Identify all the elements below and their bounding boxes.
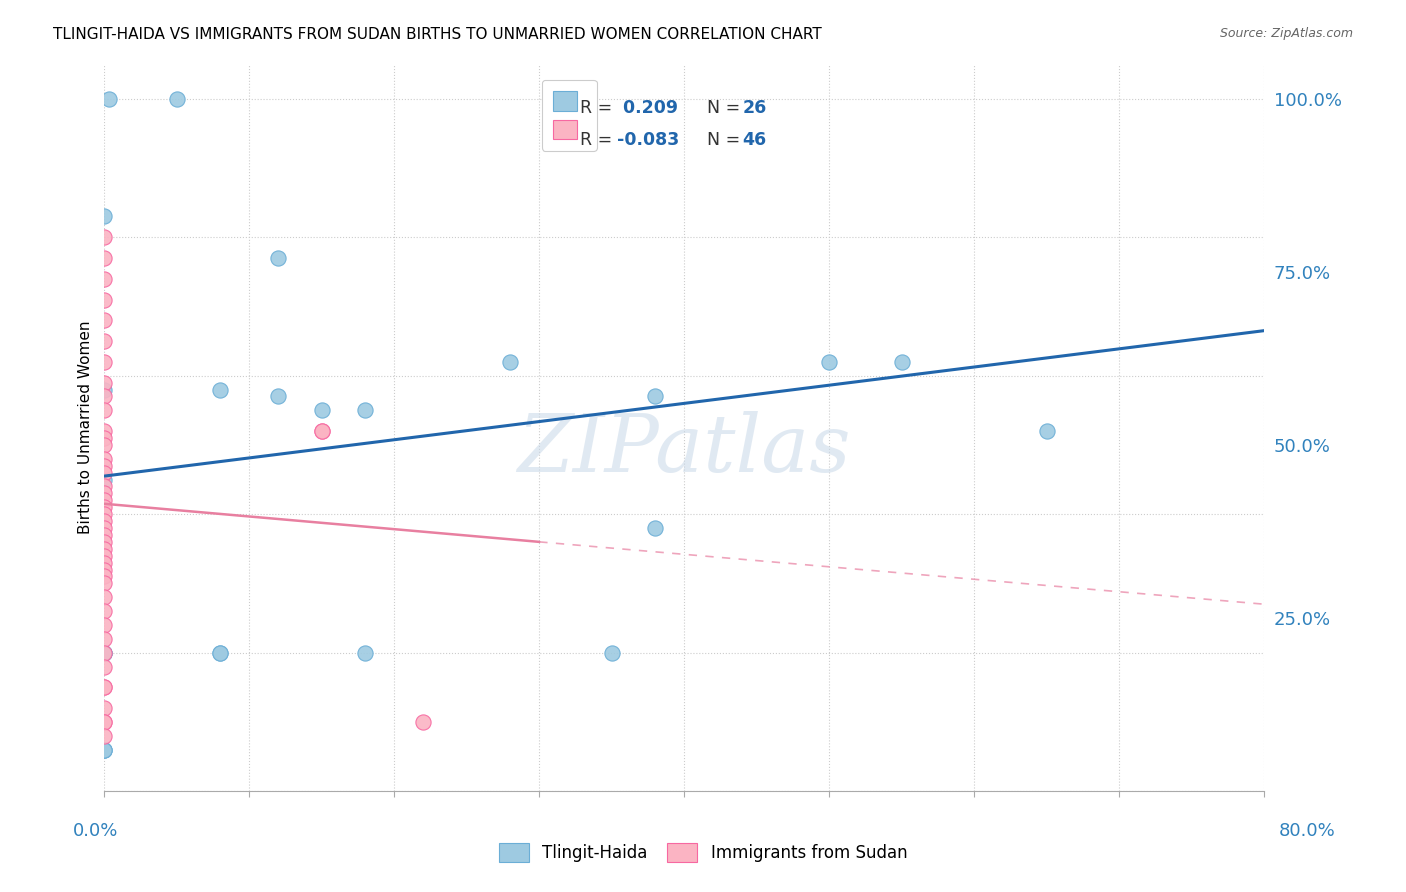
Point: [267, 389, 290, 403]
Text: ZIPatlas: ZIPatlas: [517, 410, 851, 488]
Text: -0.083: -0.083: [617, 131, 679, 149]
Point: [93, 556, 115, 570]
Point: [93, 681, 115, 695]
Point: [412, 714, 434, 729]
Legend: , : ,: [541, 79, 596, 151]
Point: [93, 569, 115, 583]
Point: [93, 563, 115, 577]
Point: [93, 534, 115, 549]
Text: 80.0%: 80.0%: [1279, 822, 1336, 840]
Text: N =: N =: [707, 99, 741, 117]
Point: [93, 742, 115, 756]
Point: [600, 646, 623, 660]
Point: [93, 479, 115, 493]
Point: [93, 742, 115, 756]
Point: [93, 541, 115, 556]
Point: [93, 701, 115, 715]
Text: R =: R =: [579, 131, 612, 149]
Point: [209, 646, 232, 660]
Point: [354, 403, 377, 417]
Point: [499, 355, 522, 369]
Point: [93, 742, 115, 756]
Point: [93, 591, 115, 605]
Point: [93, 376, 115, 390]
Point: [93, 500, 115, 515]
Point: [93, 714, 115, 729]
Point: [93, 486, 115, 500]
Point: [93, 714, 115, 729]
Point: [93, 493, 115, 508]
Legend: Tlingit-Haida, Immigrants from Sudan: Tlingit-Haida, Immigrants from Sudan: [491, 834, 915, 871]
Point: [93, 271, 115, 285]
Point: [93, 646, 115, 660]
Point: [818, 355, 841, 369]
Point: [93, 632, 115, 646]
Point: [644, 521, 666, 535]
Point: [267, 251, 290, 265]
Text: 46: 46: [742, 131, 766, 149]
Point: [93, 604, 115, 618]
Point: [93, 438, 115, 452]
Point: [93, 528, 115, 542]
Point: [890, 355, 912, 369]
Text: 26: 26: [742, 99, 766, 117]
Point: [93, 389, 115, 403]
Point: [93, 646, 115, 660]
Point: [93, 210, 115, 224]
Point: [93, 729, 115, 743]
Point: [311, 424, 333, 438]
Y-axis label: Births to Unmarried Women: Births to Unmarried Women: [79, 321, 93, 534]
Point: [93, 334, 115, 348]
Text: N =: N =: [707, 131, 741, 149]
Point: [93, 230, 115, 244]
Point: [97, 92, 120, 106]
Point: [93, 403, 115, 417]
Point: [93, 293, 115, 307]
Point: [93, 424, 115, 438]
Point: [644, 389, 666, 403]
Text: R =: R =: [579, 99, 612, 117]
Point: [209, 646, 232, 660]
Point: [93, 514, 115, 528]
Point: [311, 403, 333, 417]
Point: [93, 313, 115, 327]
Point: [93, 659, 115, 673]
Point: [93, 618, 115, 632]
Point: [93, 458, 115, 473]
Point: [354, 646, 377, 660]
Text: Source: ZipAtlas.com: Source: ZipAtlas.com: [1219, 27, 1353, 40]
Point: [93, 451, 115, 466]
Point: [93, 681, 115, 695]
Text: 0.209: 0.209: [617, 99, 678, 117]
Point: [93, 521, 115, 535]
Text: TLINGIT-HAIDA VS IMMIGRANTS FROM SUDAN BIRTHS TO UNMARRIED WOMEN CORRELATION CHA: TLINGIT-HAIDA VS IMMIGRANTS FROM SUDAN B…: [53, 27, 823, 42]
Point: [93, 355, 115, 369]
Point: [93, 383, 115, 397]
Text: 0.0%: 0.0%: [73, 822, 118, 840]
Point: [93, 646, 115, 660]
Point: [93, 507, 115, 521]
Point: [93, 251, 115, 265]
Point: [93, 473, 115, 487]
Point: [1035, 424, 1057, 438]
Point: [93, 431, 115, 445]
Point: [93, 646, 115, 660]
Point: [311, 424, 333, 438]
Point: [166, 92, 188, 106]
Point: [93, 549, 115, 563]
Point: [93, 466, 115, 480]
Point: [93, 576, 115, 591]
Point: [209, 383, 232, 397]
